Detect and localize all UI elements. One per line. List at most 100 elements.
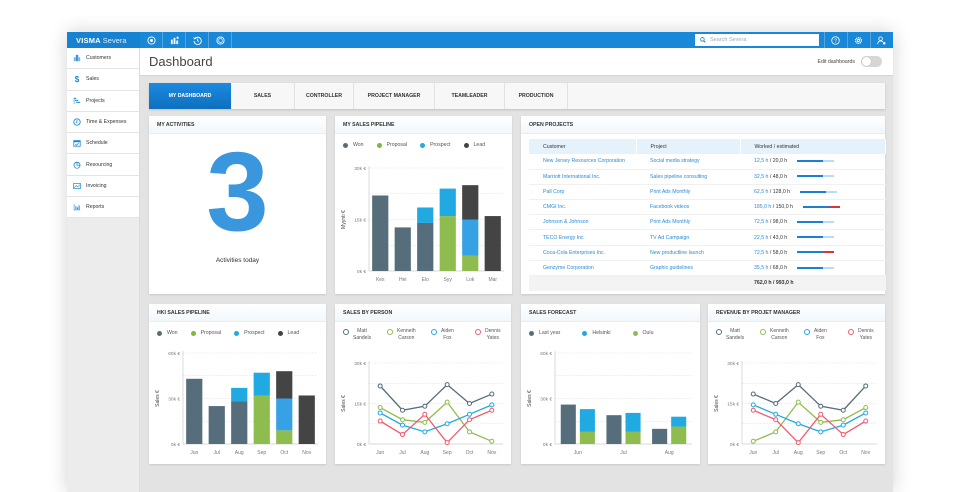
legend-aiden-fox[interactable]: Aiden Fox bbox=[804, 328, 848, 343]
add-circle-icon[interactable] bbox=[140, 32, 163, 48]
project-link[interactable]: Print Ads Monthly bbox=[636, 184, 740, 201]
legend-helsinki[interactable]: Helsinki bbox=[582, 330, 611, 336]
tab-sales[interactable]: SALES bbox=[231, 83, 295, 109]
hki-sales-pipeline-chart[interactable]: 0k € 30k € 60k € Sales € Jun Jul Aug Sep Oct Nov bbox=[149, 341, 326, 464]
add-chart-icon[interactable] bbox=[163, 32, 186, 48]
column-header-customer[interactable]: Customer bbox=[529, 139, 637, 154]
svg-text:60k €: 60k € bbox=[540, 351, 552, 357]
dollar-icon: $ bbox=[75, 76, 80, 84]
sales-forecast-chart[interactable]: 0k € 30k € 60k € Sales € Jun Jul Aug bbox=[521, 341, 700, 464]
revenue-by-project-manager-chart[interactable]: 0k € 15k € 30k € Sales € Jun Jul Aug Sep Oct Nov bbox=[708, 351, 885, 464]
table-row[interactable]: Johnson & Johnson Print Ads Monthly 72,5 h… bbox=[529, 214, 886, 231]
legend-prospect[interactable]: Prospect bbox=[234, 330, 265, 336]
legend-dennis-yates[interactable]: Dennis Yates bbox=[475, 328, 519, 343]
table-row[interactable]: TECO Energy Inc TV Ad Campaign 22,5 h / 43… bbox=[529, 229, 886, 246]
table-row[interactable]: CMGI Inc. Facebook videos 185,0 h / 150,0 … bbox=[529, 199, 886, 216]
table-row[interactable]: Coca-Cola Enterprises Inc. New productlin… bbox=[529, 245, 886, 261]
brand-logo[interactable]: VISMA Severa bbox=[67, 32, 140, 48]
table-row[interactable]: Genzyme Corporation Graphic guidelines 35,… bbox=[529, 260, 886, 277]
sidebar-item-projects[interactable]: Projects bbox=[67, 90, 139, 112]
chart-legend: Matt Sandels Kenneth Carson Aiden Fox Denni… bbox=[343, 328, 519, 343]
legend-proposal[interactable]: Proposal bbox=[190, 330, 221, 336]
column-header-project[interactable]: Project bbox=[636, 139, 741, 154]
sidebar-item-invoicing[interactable]: Invoicing bbox=[67, 175, 139, 198]
legend-kenneth-carson[interactable]: Kenneth Carson bbox=[387, 328, 431, 343]
project-link[interactable]: Print Ads Monthly bbox=[636, 214, 740, 231]
svg-text:Sales €: Sales € bbox=[155, 390, 161, 407]
sidebar-item-customers[interactable]: Customers bbox=[67, 48, 139, 70]
sidebar-item-time-expenses[interactable]: Time & Expenses bbox=[67, 111, 139, 134]
tab-my-dashboard[interactable]: MY DASHBOARD bbox=[149, 83, 231, 109]
invoice-icon bbox=[73, 183, 81, 189]
svg-text:0k €: 0k € bbox=[357, 269, 366, 275]
customer-link[interactable]: TECO Energy Inc bbox=[529, 229, 636, 246]
svg-text:Jun: Jun bbox=[376, 450, 384, 456]
svg-text:Jul: Jul bbox=[214, 450, 220, 456]
search-input[interactable]: Search Severa bbox=[695, 34, 819, 46]
svg-text:Sales €: Sales € bbox=[341, 395, 347, 412]
legend-dennis-yates[interactable]: Dennis Yates bbox=[848, 328, 892, 343]
legend-matt-sandels[interactable]: Matt Sandels bbox=[716, 328, 760, 343]
project-link[interactable]: New productline launch bbox=[636, 245, 740, 261]
my-sales-pipeline-chart[interactable]: 0k € 15k € 30k € Myynti € Kes Hei Elo Syy Lok Mar bbox=[335, 156, 512, 291]
settings-gear-icon[interactable] bbox=[847, 32, 869, 48]
calendar-icon bbox=[73, 140, 81, 147]
legend-won[interactable]: Won bbox=[343, 142, 364, 148]
table-row[interactable]: Pall Corp Print Ads Monthly 62,5 h / 128,0… bbox=[529, 184, 886, 201]
history-icon[interactable] bbox=[186, 32, 209, 48]
legend-won[interactable]: Won bbox=[157, 330, 178, 336]
legend-matt-sandels[interactable]: Matt Sandels bbox=[343, 328, 387, 343]
sidebar-item-sales[interactable]: $ Sales bbox=[67, 69, 139, 91]
sidebar-item-schedule[interactable]: Schedule bbox=[67, 133, 139, 155]
table-row[interactable]: New Jersey Resources Corporation Social m… bbox=[529, 154, 886, 170]
hki-sales-pipeline-panel: HKI SALES PIPELINE Won Proposal Prospect… bbox=[149, 304, 326, 464]
sales-by-person-chart[interactable]: 0k € 15k € 30k € Sales € Jun Jul Aug Sep Oct Nov bbox=[335, 351, 511, 464]
legend-prospect[interactable]: Prospect bbox=[420, 142, 451, 148]
legend-proposal[interactable]: Proposal bbox=[376, 142, 407, 148]
project-link[interactable]: Facebook videos bbox=[636, 199, 740, 216]
project-link[interactable]: Social media strategy bbox=[636, 154, 740, 170]
edit-dashboards-toggle[interactable] bbox=[861, 56, 882, 67]
tab-controller[interactable]: CONTROLLER bbox=[295, 83, 354, 109]
sidebar-item-label: Sales bbox=[86, 76, 99, 83]
activities-count[interactable]: 3 bbox=[206, 129, 269, 254]
svg-text:Jul: Jul bbox=[399, 450, 405, 456]
customer-link[interactable]: Johnson & Johnson bbox=[529, 214, 636, 231]
customer-link[interactable]: CMGI Inc. bbox=[529, 199, 636, 216]
panel-title: HKI SALES PIPELINE bbox=[149, 304, 326, 322]
customer-link[interactable]: Coca-Cola Enterprises Inc. bbox=[529, 245, 636, 261]
legend-aiden-fox[interactable]: Aiden Fox bbox=[431, 328, 475, 343]
column-header-worked[interactable]: Worked / estimated bbox=[740, 139, 886, 154]
legend-lead[interactable]: Lead bbox=[463, 142, 485, 148]
sidebar-item-label: Time & Expenses bbox=[86, 119, 127, 126]
svg-text:Sep: Sep bbox=[443, 450, 452, 456]
customer-link[interactable]: New Jersey Resources Corporation bbox=[529, 154, 636, 170]
legend-last-year[interactable]: Last year bbox=[529, 330, 560, 336]
legend-lead[interactable]: Lead bbox=[277, 330, 299, 336]
legend-kenneth-carson[interactable]: Kenneth Carson bbox=[760, 328, 804, 343]
refresh-icon[interactable] bbox=[209, 32, 232, 48]
sidebar-item-resourcing[interactable]: Resourcing bbox=[67, 154, 139, 176]
project-link[interactable]: Graphic guidelines bbox=[636, 260, 740, 277]
open-projects-panel: OPEN PROJECTS Customer Project Worked / … bbox=[521, 116, 886, 294]
open-projects-table: Customer Project Worked / estimated New … bbox=[529, 139, 886, 291]
svg-text:$: $ bbox=[75, 76, 80, 84]
svg-text:Jun: Jun bbox=[749, 450, 757, 456]
project-link[interactable]: Sales pipeline consulting bbox=[636, 169, 740, 185]
svg-text:Aug: Aug bbox=[235, 450, 244, 456]
project-link[interactable]: TV Ad Campaign bbox=[636, 229, 740, 246]
table-row[interactable]: Marriott International Inc. Sales pipelin… bbox=[529, 169, 886, 185]
customer-link[interactable]: Marriott International Inc. bbox=[529, 169, 636, 185]
tab-project-manager[interactable]: PROJECT MANAGER bbox=[354, 83, 435, 109]
sidebar-item-reports[interactable]: Reports bbox=[67, 197, 139, 219]
svg-text:Nov: Nov bbox=[302, 450, 311, 456]
help-icon[interactable]: ? bbox=[824, 32, 846, 48]
svg-text:Elo: Elo bbox=[422, 277, 429, 283]
tab-teamleader[interactable]: TEAMLEADER bbox=[435, 83, 505, 109]
customer-link[interactable]: Genzyme Corporation bbox=[529, 260, 636, 277]
user-settings-icon[interactable] bbox=[870, 32, 892, 48]
svg-text:30k €: 30k € bbox=[727, 361, 739, 367]
customer-link[interactable]: Pall Corp bbox=[529, 184, 636, 201]
legend-oulu[interactable]: Oulu bbox=[632, 330, 653, 336]
tab-production[interactable]: PRODUCTION bbox=[505, 83, 568, 109]
